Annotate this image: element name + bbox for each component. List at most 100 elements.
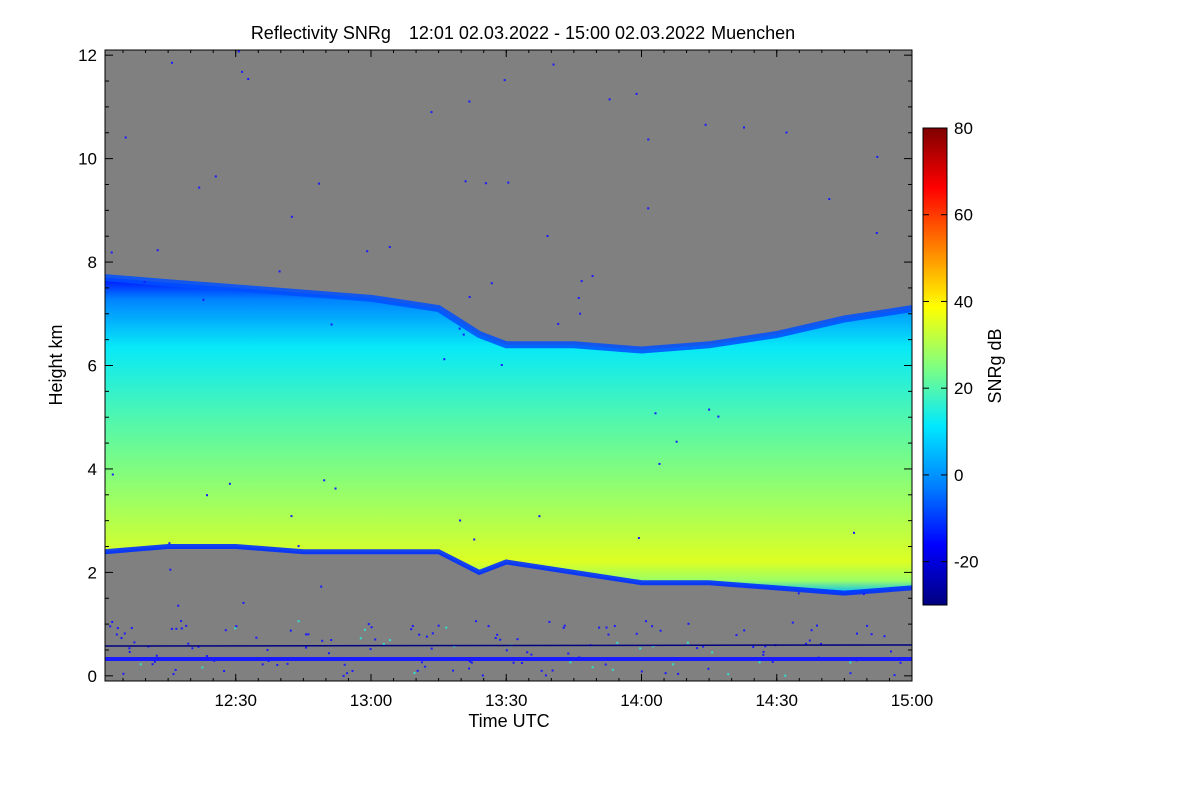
noise-pixel <box>490 282 493 285</box>
y-tick-label: 4 <box>88 460 97 479</box>
x-tick-label: 13:00 <box>350 691 393 710</box>
x-tick-label: 13:30 <box>485 691 528 710</box>
y-tick-label: 2 <box>88 563 97 582</box>
noise-pixel <box>708 408 711 411</box>
noise-pixel <box>139 663 142 666</box>
noise-pixel <box>307 633 310 636</box>
noise-pixel <box>893 674 896 677</box>
noise-pixel <box>658 462 661 465</box>
noise-pixel <box>151 663 154 666</box>
noise-pixel <box>664 672 667 675</box>
ground-clutter-band <box>105 657 912 661</box>
noise-pixel <box>530 653 533 656</box>
noise-pixel <box>247 78 250 80</box>
cloud-top-edge <box>105 274 912 354</box>
colorbar-axis: -20 0 20 40 60 80 <box>923 119 979 572</box>
noise-pixel <box>278 270 281 273</box>
noise-pixel <box>297 545 300 548</box>
noise-pixel <box>168 542 171 545</box>
noise-pixel <box>591 275 594 277</box>
noise-pixel <box>342 674 345 677</box>
noise-pixel <box>870 633 873 636</box>
noise-pixel <box>717 415 720 418</box>
noise-pixel <box>418 633 421 636</box>
noise-pixel <box>156 249 159 252</box>
noise-pixel <box>828 198 831 201</box>
noise-pixel <box>359 637 362 640</box>
noise-pixel <box>170 627 173 630</box>
noise-pixel <box>562 626 565 629</box>
noise-pixel <box>639 647 642 650</box>
noise-pixel <box>261 663 264 666</box>
noise-pixel <box>116 627 119 630</box>
noise-pixel <box>431 632 434 635</box>
noise-pixel <box>110 251 113 254</box>
noise-pixel <box>652 645 655 648</box>
noise-pixel <box>608 98 611 101</box>
noise-pixel <box>512 661 515 664</box>
noise-pixel <box>237 50 240 53</box>
noise-pixel <box>791 621 794 624</box>
colorbar-tick-label: -20 <box>954 553 979 572</box>
noise-pixel <box>388 639 391 642</box>
noise-pixel <box>286 662 289 665</box>
noise-pixel <box>659 629 662 632</box>
noise-pixel <box>124 136 127 139</box>
noise-pixel <box>496 633 499 636</box>
colorbar: -20 0 20 40 60 80 SNRg dB <box>922 119 1005 606</box>
noise-pixel <box>604 663 607 666</box>
noise-pixel <box>743 629 746 632</box>
noise-pixel <box>180 620 183 622</box>
noise-pixel <box>177 604 180 607</box>
noise-pixel <box>616 641 619 644</box>
noise-pixel <box>521 662 523 664</box>
noise-pixel <box>637 537 640 539</box>
noise-pixel <box>175 627 178 630</box>
noise-pixel <box>672 663 675 666</box>
noise-pixel <box>198 186 201 189</box>
noise-pixel <box>727 673 730 676</box>
noise-pixel <box>276 664 279 666</box>
noise-pixel <box>234 627 237 630</box>
x-axis: 12:30 13:00 13:30 14:00 14:30 15:00 <box>122 50 933 710</box>
chart-title: Reflectivity SNRg 12:01 02.03.2022 - 15:0… <box>251 23 795 43</box>
noise-pixel <box>255 636 258 639</box>
noise-pixel <box>346 672 349 675</box>
noise-pixel <box>647 138 650 141</box>
noise-pixel <box>883 635 886 638</box>
noise-pixel <box>473 538 476 541</box>
noise-pixel <box>241 70 244 73</box>
noise-pixel <box>711 651 714 654</box>
y-tick-label: 6 <box>88 357 97 376</box>
noise-pixel <box>290 515 293 518</box>
colorbar-tick-label: 80 <box>954 119 973 138</box>
noise-pixel <box>464 180 467 183</box>
noise-pixel <box>551 669 554 672</box>
noise-pixel <box>430 647 433 650</box>
noise-pixel <box>487 625 490 628</box>
noise-pixel <box>752 645 755 648</box>
cloud-region <box>105 277 912 594</box>
noise-pixel <box>540 669 543 672</box>
noise-pixel <box>853 531 855 534</box>
noise-pixel <box>130 627 133 629</box>
noise-pixel <box>321 639 324 642</box>
noise-pixel <box>330 639 333 641</box>
noise-pixel <box>675 440 678 443</box>
noise-pixel <box>320 585 323 588</box>
noise-pixel <box>758 661 761 664</box>
x-tick-label: 12:30 <box>214 691 257 710</box>
noise-pixel <box>516 638 519 641</box>
ground-clutter-line <box>105 644 912 647</box>
noise-pixel <box>470 661 473 664</box>
noise-pixel <box>374 638 377 641</box>
noise-pixel <box>452 669 455 672</box>
noise-pixel <box>205 655 208 657</box>
noise-pixel <box>111 621 114 623</box>
noise-pixel <box>640 670 643 673</box>
title-text: Reflectivity SNRg <box>251 23 391 43</box>
noise-pixel <box>297 620 300 623</box>
noise-pixel <box>462 333 465 336</box>
noise-pixel <box>548 620 551 623</box>
noise-pixel <box>538 515 541 518</box>
